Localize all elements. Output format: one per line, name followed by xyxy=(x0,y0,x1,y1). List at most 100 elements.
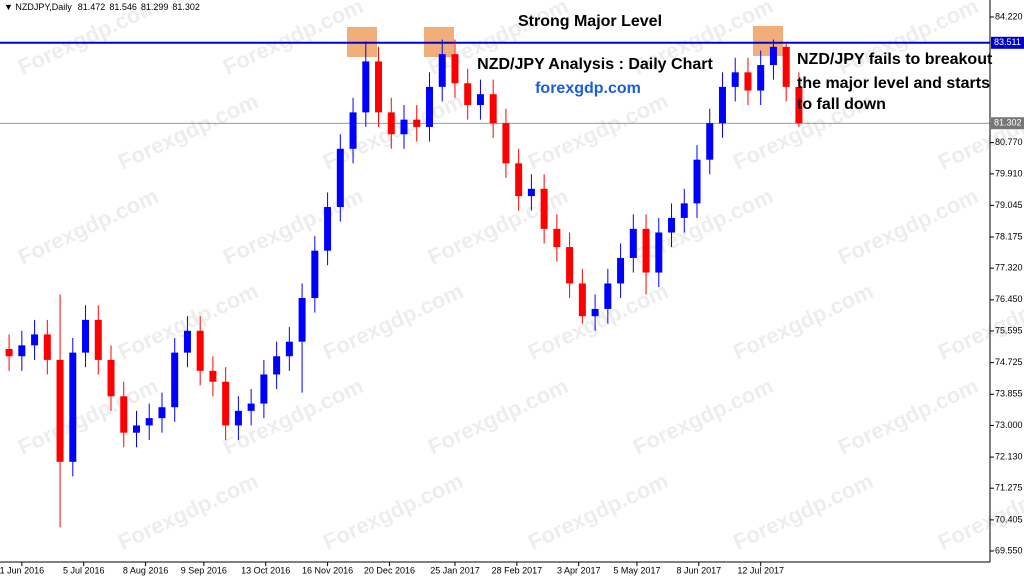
candle-body xyxy=(489,94,497,124)
y-tick-label: 78.175 xyxy=(995,231,1023,241)
candle-body xyxy=(642,228,650,273)
y-tick-label: 76.450 xyxy=(995,294,1023,304)
candle-body xyxy=(5,348,13,357)
candle-body xyxy=(31,334,39,346)
candle-body xyxy=(680,203,688,218)
candle-body xyxy=(285,341,293,357)
y-tick-label: 71.275 xyxy=(995,483,1023,493)
y-tick-label: 73.855 xyxy=(995,389,1023,399)
x-tick-label: 13 Oct 2016 xyxy=(241,565,290,575)
candle-body xyxy=(566,247,574,284)
candle-body xyxy=(451,54,459,84)
candle-body xyxy=(578,283,586,317)
candle-body xyxy=(425,86,433,127)
candle-body xyxy=(502,123,510,164)
chart-title: Strong Major Level xyxy=(518,13,662,30)
candle-body xyxy=(718,86,726,124)
candle-body xyxy=(476,94,484,106)
x-tick-label: 20 Dec 2016 xyxy=(364,565,415,575)
candle-body xyxy=(757,65,765,91)
y-tick-label: 75.595 xyxy=(995,325,1023,335)
candle-body xyxy=(56,359,64,462)
annotation: NZD/JPY fails to breakout xyxy=(797,51,993,68)
x-tick-label: 25 Jan 2017 xyxy=(430,565,480,575)
candle-body xyxy=(604,283,612,309)
close: 81.302 xyxy=(172,2,200,12)
high: 81.546 xyxy=(109,2,137,12)
plot xyxy=(0,39,990,528)
y-tick-label: 80.770 xyxy=(995,137,1023,147)
y-tick-label: 73.000 xyxy=(995,420,1023,430)
candle-body xyxy=(706,123,714,160)
candle-body xyxy=(158,407,166,419)
candle-body xyxy=(655,232,663,273)
header: ▼ NZDJPY,Daily 81.472 81.546 81.299 81.302 xyxy=(4,2,200,12)
site-label: forexgdp.com xyxy=(535,80,641,97)
annotation: to fall down xyxy=(797,96,886,113)
x-tick-label: 9 Sep 2016 xyxy=(181,565,227,575)
candle-body xyxy=(375,61,383,113)
price-label-box xyxy=(991,36,1024,49)
y-tick-label: 69.550 xyxy=(995,545,1023,555)
candle-body xyxy=(769,46,777,66)
x-tick-label: 16 Nov 2016 xyxy=(302,565,353,575)
candle-body xyxy=(617,257,625,284)
candle-body xyxy=(18,345,26,357)
candle-body xyxy=(629,228,637,258)
candle-body xyxy=(553,228,561,248)
candle-body xyxy=(693,159,701,204)
candle-body xyxy=(171,352,179,408)
candle-body xyxy=(668,217,676,233)
x-tick-label: 8 Jun 2017 xyxy=(677,565,722,575)
candle-body xyxy=(438,54,446,87)
symbol: NZDJPY,Daily xyxy=(15,2,72,12)
x-tick-label: 28 Feb 2017 xyxy=(492,565,543,575)
candle-body xyxy=(336,148,344,208)
candle-body xyxy=(464,83,472,106)
candle-body xyxy=(234,410,242,426)
x-tick-label: 8 Aug 2016 xyxy=(123,565,169,575)
candle-body xyxy=(744,72,752,91)
candle-body xyxy=(362,61,370,113)
candle-body xyxy=(260,374,268,404)
y-tick-label: 79.045 xyxy=(995,200,1023,210)
candle-body xyxy=(209,370,217,382)
x-tick-label: 5 May 2017 xyxy=(613,565,660,575)
candle-body xyxy=(298,298,306,342)
candle-body xyxy=(145,418,153,426)
y-tick-label: 74.725 xyxy=(995,357,1023,367)
candle-body xyxy=(43,334,51,360)
marker: ▼ xyxy=(4,2,15,12)
chart-subtitle: NZD/JPY Analysis : Daily Chart xyxy=(477,56,713,73)
open: 81.472 xyxy=(78,2,106,12)
candle-body xyxy=(782,46,790,87)
price-label: 83.511 xyxy=(994,37,1021,47)
candle-body xyxy=(120,396,128,433)
y-tick-label: 79.910 xyxy=(995,168,1023,178)
candle-body xyxy=(540,188,548,229)
candle-body xyxy=(795,86,803,124)
candle-body xyxy=(222,381,230,426)
candle-body xyxy=(107,359,115,397)
candle-body xyxy=(82,319,90,353)
peak-box xyxy=(753,26,783,56)
candle-body xyxy=(196,330,204,371)
y-tick-label: 72.130 xyxy=(995,451,1023,461)
candle-body xyxy=(183,330,191,353)
candle-body xyxy=(349,112,357,149)
price-label-box xyxy=(991,117,1024,130)
candle-body xyxy=(515,163,523,197)
candle-body xyxy=(94,319,102,360)
price-label: 81.302 xyxy=(994,118,1022,128)
low: 81.299 xyxy=(141,2,169,12)
annotation: the major level and starts xyxy=(797,75,990,92)
y-tick-label: 77.320 xyxy=(995,263,1023,273)
candle-body xyxy=(324,207,332,251)
candle-body xyxy=(69,352,77,462)
x-tick-label: 5 Jul 2016 xyxy=(63,565,105,575)
candle-body xyxy=(591,308,599,317)
candle-body xyxy=(387,112,395,135)
x-tick-label: 12 Jul 2017 xyxy=(737,565,784,575)
